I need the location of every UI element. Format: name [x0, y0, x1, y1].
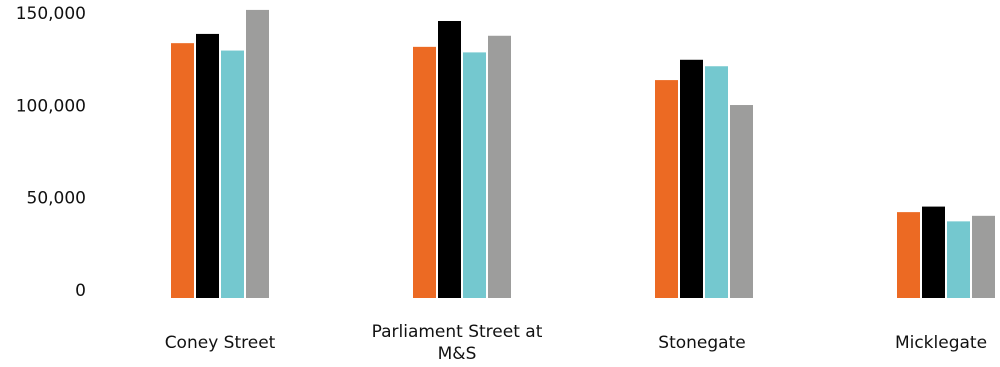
bar: [655, 80, 678, 299]
x-category-label-line: Coney Street: [165, 333, 276, 353]
y-tick-label: 0: [75, 281, 86, 301]
x-category-label: Parliament Street at M&S: [372, 322, 543, 364]
bar: [463, 52, 486, 298]
y-tick-label: 50,000: [27, 189, 86, 209]
bar: [438, 21, 461, 298]
x-category-label-line: Micklegate: [895, 333, 987, 353]
bar: [972, 215, 995, 298]
bar: [246, 9, 269, 298]
bar: [488, 35, 511, 298]
bar: [221, 50, 244, 299]
x-category-label: Stonegate: [658, 333, 745, 353]
bar: [947, 221, 970, 298]
bar: [730, 105, 753, 298]
bar: [196, 33, 219, 298]
bar: [897, 212, 920, 298]
bar: [922, 206, 945, 298]
bar: [171, 43, 194, 298]
x-category-label-line: Parliament Street at: [372, 322, 543, 342]
x-category-label-line: Stonegate: [658, 333, 745, 353]
x-category-label: Coney Street: [165, 333, 276, 353]
bars: [171, 9, 995, 299]
y-tick-label: 150,000: [16, 4, 86, 24]
bar: [680, 59, 703, 298]
y-tick-label: 100,000: [16, 96, 86, 116]
bar: [705, 66, 728, 298]
x-axis: Coney Street Parliament Street at M&S Stone…: [165, 322, 987, 364]
bar: [413, 46, 436, 298]
x-category-label-line: M&S: [438, 344, 477, 364]
x-category-label: Micklegate: [895, 333, 987, 353]
y-axis: 0 50,000 100,000 150,000: [16, 4, 86, 301]
